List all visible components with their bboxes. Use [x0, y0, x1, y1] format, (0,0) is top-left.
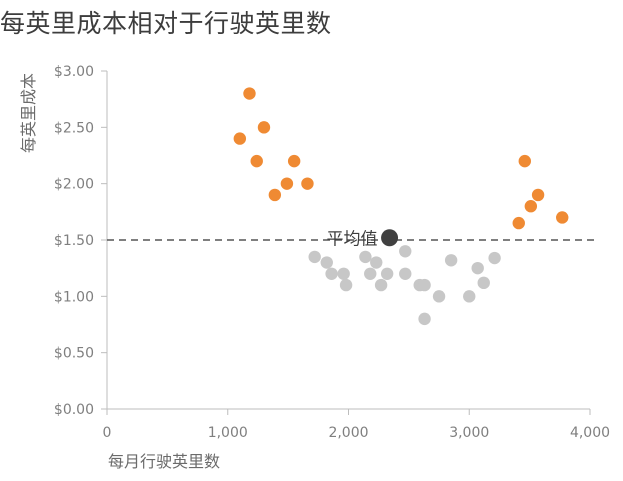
data-point: [337, 267, 350, 280]
data-point: [243, 87, 256, 100]
average-point: [381, 229, 399, 247]
data-point: [399, 245, 412, 258]
data-point: [280, 177, 294, 190]
y-axis-title: 每英里成本: [19, 73, 38, 153]
chart-title: 每英里成本相对于行驶英里数: [0, 9, 332, 38]
x-tick-label: 0: [103, 425, 112, 441]
data-point: [477, 276, 490, 290]
data-point: [556, 211, 569, 224]
y-tick-label: $3.00: [54, 64, 94, 80]
data-point: [418, 312, 431, 326]
x-tick-label: 3,000: [449, 425, 489, 441]
data-point: [370, 256, 383, 269]
y-tick-label: $0.50: [54, 346, 94, 362]
data-point: [359, 250, 372, 264]
x-tick-label: 1,000: [208, 425, 248, 441]
data-point: [257, 121, 271, 134]
data-point: [518, 154, 531, 168]
data-point: [380, 267, 394, 280]
data-point: [418, 278, 431, 292]
data-point: [524, 200, 538, 213]
y-tick-label: $2.50: [54, 120, 94, 136]
data-point: [233, 132, 247, 145]
data-point: [444, 254, 458, 267]
data-point: [399, 267, 412, 280]
y-tick-label: $2.00: [54, 177, 94, 193]
data-point: [287, 154, 301, 168]
data-point: [463, 290, 476, 303]
data-point: [308, 250, 321, 264]
data-point: [374, 278, 388, 292]
x-tick-label: 4,000: [570, 425, 610, 441]
data-point: [301, 177, 314, 190]
data-point: [531, 188, 545, 202]
data-point: [250, 154, 263, 168]
data-point: [432, 290, 446, 303]
y-tick-label: $1.50: [54, 233, 94, 249]
data-point: [471, 261, 484, 275]
average-point-label: 平均值: [327, 230, 378, 250]
y-tick-label: $0.00: [54, 402, 94, 418]
x-tick-label: 2,000: [328, 425, 368, 441]
data-point: [364, 267, 377, 280]
data-point: [325, 267, 338, 280]
y-tick-label: $1.00: [54, 289, 94, 305]
data-point: [268, 188, 282, 202]
data-point: [512, 216, 525, 230]
data-point: [488, 251, 501, 265]
x-axis-title: 每月行驶英里数: [108, 452, 220, 471]
data-point: [320, 256, 333, 269]
data-point: [339, 278, 353, 292]
